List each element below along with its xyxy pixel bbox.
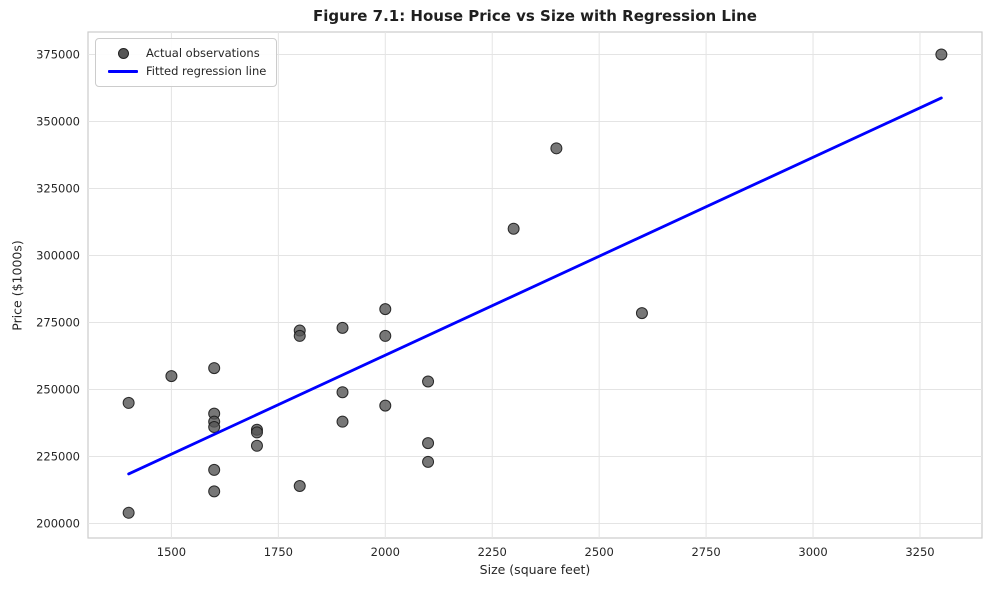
x-tick-label: 1750 [264,545,293,559]
y-tick-label: 325000 [36,182,80,196]
legend-label: Fitted regression line [146,64,267,78]
legend-item-regression: Fitted regression line [104,62,268,80]
scatter-point [635,307,648,320]
regression-line [127,96,943,476]
x-tick-label: 2000 [371,545,400,559]
chart-title: Figure 7.1: House Price vs Size with Reg… [313,7,757,25]
x-tick-label: 2250 [478,545,507,559]
scatter-point [293,329,306,342]
scatter-point [336,386,349,399]
x-tick-label: 3000 [798,545,827,559]
scatter-point [379,329,392,342]
scatter-point [422,375,435,388]
legend: Actual observations Fitted regression li… [95,38,277,87]
scatter-point [379,303,392,316]
scatter-point [935,48,948,61]
x-tick-label: 2750 [691,545,720,559]
scatter-point [208,421,221,434]
scatter-point [250,426,263,439]
x-tick-label: 2500 [585,545,614,559]
legend-label: Actual observations [146,46,260,60]
y-tick-label: 250000 [36,383,80,397]
y-tick-label: 300000 [36,249,80,263]
legend-swatch-cell [104,69,142,73]
scatter-point [379,399,392,412]
y-tick-label: 225000 [36,450,80,464]
scatter-point [208,362,221,375]
scatter-point [165,370,178,383]
scatter-point [422,455,435,468]
scatter-marker-icon [117,47,129,59]
scatter-point [122,506,135,519]
scatter-point [208,463,221,476]
x-axis-label: Size (square feet) [479,562,591,577]
scatter-point [293,480,306,493]
scatter-point [507,222,520,235]
y-tick-label: 275000 [36,316,80,330]
legend-swatch-cell [104,47,142,59]
x-tick-label: 1500 [157,545,186,559]
scatter-point [122,396,135,409]
scatter-point [550,142,563,155]
y-tick-label: 375000 [36,48,80,62]
scatter-point [250,439,263,452]
regression-line-icon [108,69,138,73]
scatter-point [336,321,349,334]
scatter-point [336,415,349,428]
y-tick-label: 200000 [36,517,80,531]
y-axis-label: Price ($1000s) [9,240,25,331]
y-tick-label: 350000 [36,115,80,129]
scatter-point [208,485,221,498]
scatter-point [422,437,435,450]
x-tick-label: 3250 [905,545,934,559]
legend-item-observations: Actual observations [104,44,268,62]
